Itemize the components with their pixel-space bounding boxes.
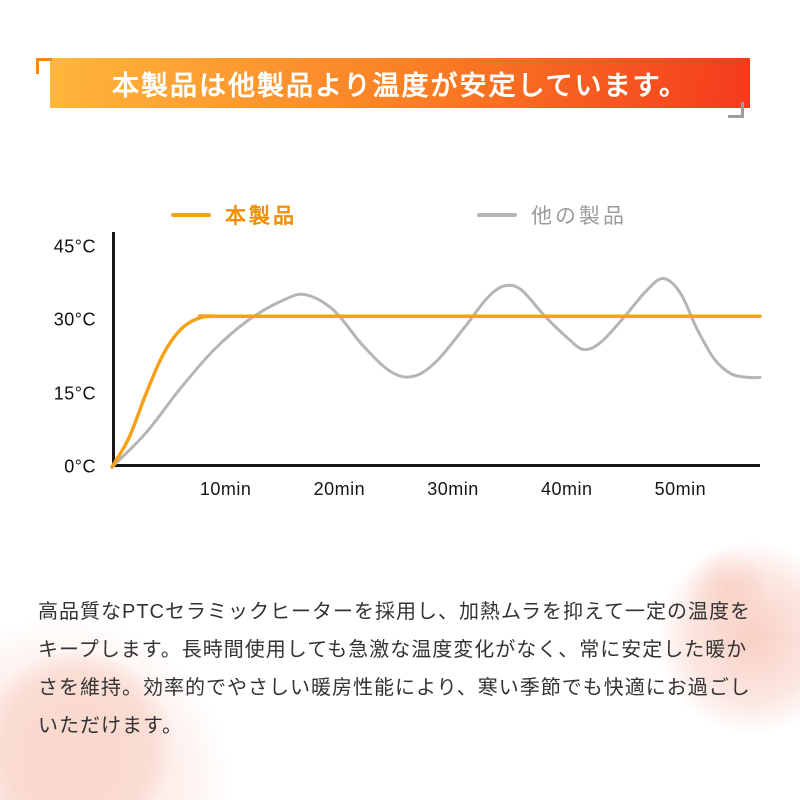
plot-area: 10min 20min 30min 40min 50min	[110, 232, 762, 507]
corner-bracket-top-left-icon	[36, 58, 52, 74]
x-tick-label: 50min	[654, 479, 707, 499]
legend-label-other-product: 他の製品	[531, 205, 627, 228]
description-paragraph: 高品質なPTCセラミックヒーターを採用し、加熱ムラを抑えて一定の温度をキープしま…	[38, 601, 751, 737]
legend-item-this-product: 本製品	[171, 200, 297, 230]
chart-body: 45°C 30°C 15°C 0°C 10min 20min 30min 40min 50mi…	[38, 232, 762, 507]
x-tick-label: 20min	[313, 479, 366, 499]
y-tick-label: 45°C	[53, 236, 96, 257]
x-tick-label: 40min	[540, 479, 593, 499]
y-tick-label: 0°C	[64, 456, 96, 477]
chart-legend: 本製品 他の製品	[38, 200, 760, 230]
series-line-other-product	[110, 277, 762, 469]
legend-item-other-product: 他の製品	[477, 200, 627, 230]
y-tick-label: 30°C	[53, 309, 96, 330]
y-tick-label: 15°C	[53, 383, 96, 404]
x-tick-label: 30min	[427, 479, 479, 499]
banner-title: 本製品は他製品より温度が安定しています。	[50, 58, 750, 108]
series-line-this-product	[110, 314, 762, 469]
y-axis-labels: 45°C 30°C 15°C 0°C	[38, 232, 112, 476]
line-chart-svg	[110, 232, 762, 469]
x-axis-labels: 10min 20min 30min 40min 50min	[112, 473, 760, 507]
temperature-chart: 本製品 他の製品 45°C 30°C 15°C 0°C 10min 20min 30min…	[38, 200, 762, 507]
legend-line-orange-icon	[171, 213, 211, 217]
banner: 本製品は他製品より温度が安定しています。	[36, 58, 750, 118]
x-tick-label: 10min	[199, 479, 252, 499]
legend-label-this-product: 本製品	[225, 205, 297, 228]
corner-bracket-bottom-right-icon	[728, 102, 744, 118]
legend-line-gray-icon	[477, 213, 517, 217]
